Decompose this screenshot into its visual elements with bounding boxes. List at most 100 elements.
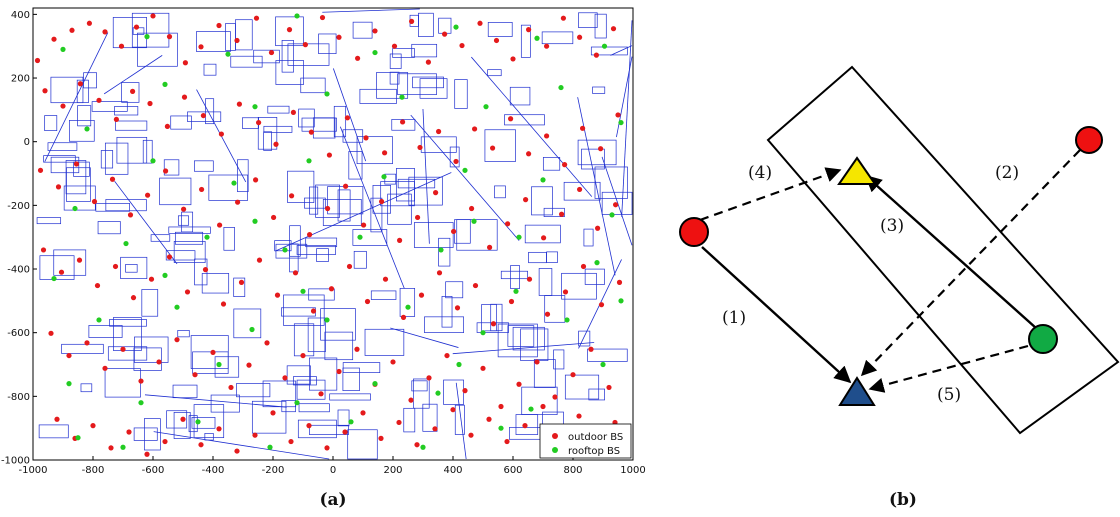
rooftop-bs-point	[294, 400, 300, 406]
outdoor-bs-point	[182, 60, 188, 66]
street-block	[541, 31, 574, 45]
street-block	[166, 410, 188, 429]
street-block	[95, 203, 130, 212]
street-block	[133, 347, 162, 371]
street-block	[337, 409, 350, 427]
outdoor-bs-point	[302, 42, 308, 48]
street-block	[504, 114, 545, 126]
outdoor-bs-point	[560, 15, 567, 21]
rooftop-bs-point	[456, 361, 462, 368]
rooftop-bs-point	[534, 35, 540, 41]
street-block	[134, 336, 169, 363]
outdoor-bs-point	[217, 222, 223, 228]
outdoor-bs-point	[400, 119, 406, 125]
street-block	[590, 46, 628, 56]
street-block	[114, 106, 139, 116]
rooftop-bs-point	[174, 304, 180, 310]
street-block	[584, 268, 605, 285]
rooftop-bs-point	[405, 304, 411, 310]
street-block	[177, 330, 190, 338]
outdoor-bs-point	[442, 31, 448, 37]
outdoor-bs-point	[508, 298, 515, 305]
outdoor-bs-point	[444, 352, 450, 359]
street-block	[413, 222, 454, 248]
street-block	[236, 383, 271, 398]
street-block	[329, 393, 371, 401]
outdoor-bs-point	[378, 435, 384, 441]
outdoor-bs-point	[48, 330, 54, 336]
street-line	[455, 382, 467, 460]
outdoor-bs-point	[199, 186, 205, 193]
outdoor-bs-point	[73, 161, 80, 167]
street-block	[564, 374, 600, 400]
rooftop-bs-point	[204, 234, 210, 240]
outdoor-bs-point	[593, 52, 600, 58]
link-label-3: (3)	[880, 216, 904, 236]
link-label-2: (2)	[995, 163, 1019, 183]
street-block	[403, 407, 416, 433]
x-tick-label: 0	[330, 465, 336, 476]
x-tick-label: -400	[202, 465, 225, 476]
outdoor-bs-point	[433, 190, 439, 196]
street-block	[177, 215, 189, 226]
rooftop-bs-point	[438, 247, 444, 253]
street-block	[131, 12, 170, 48]
street-block	[364, 328, 405, 356]
street-block	[137, 32, 178, 67]
street-block	[286, 365, 311, 385]
outdoor-bs-point	[273, 141, 279, 147]
street-line	[144, 394, 287, 408]
outdoor-bs-point	[541, 235, 547, 241]
outdoor-bs-point	[468, 432, 474, 438]
rooftop-bs-point	[528, 406, 534, 412]
y-tick-label: -200	[7, 201, 30, 212]
outdoor-bs-point	[480, 365, 486, 371]
outdoor-bs-point	[325, 205, 331, 212]
outdoor-bs-point	[34, 57, 41, 64]
rooftop-bs-point	[138, 400, 144, 406]
street-block	[76, 79, 89, 103]
outdoor-bs-point	[102, 365, 108, 371]
y-tick-label: -1000	[1, 456, 30, 467]
outdoor-bs-point	[289, 193, 295, 199]
street-block	[80, 383, 93, 393]
street-line	[422, 108, 430, 244]
street-block	[577, 139, 617, 166]
street-block	[484, 129, 516, 162]
street-block	[561, 272, 597, 300]
outdoor-bs-point	[360, 410, 366, 416]
outdoor-bs-point	[490, 321, 497, 327]
street-block	[309, 357, 338, 391]
street-block	[542, 157, 561, 171]
outdoor-bs-point	[487, 244, 493, 250]
rooftop-bs-point	[618, 119, 624, 126]
outdoor-bs-point	[319, 14, 326, 21]
outdoor-bs-point	[355, 55, 361, 61]
street-block	[494, 185, 506, 199]
rooftop-bs-point	[282, 247, 288, 253]
outdoor-bs-point	[544, 311, 551, 317]
street-block	[445, 281, 464, 299]
outdoor-bs-point	[415, 214, 421, 221]
street-block	[588, 388, 605, 401]
rooftop-bs-point	[300, 288, 306, 294]
street-block	[594, 13, 607, 39]
street-block	[63, 185, 96, 211]
outdoor-bs-point	[166, 254, 173, 260]
outdoor-bs-point	[379, 198, 385, 205]
outdoor-bs-point	[306, 423, 312, 429]
outdoor-bs-point	[576, 413, 582, 419]
outdoor-bs-point	[534, 359, 540, 365]
link-label-5: (5)	[937, 385, 961, 405]
outdoor-bs-point	[522, 423, 528, 429]
rooftop-bs-point	[513, 288, 519, 294]
street-block	[107, 346, 148, 361]
street-block	[281, 400, 296, 413]
street-block	[301, 117, 337, 132]
street-block	[420, 136, 457, 153]
outdoor-bs-point	[235, 199, 241, 205]
street-block	[481, 304, 497, 332]
street-block	[141, 289, 159, 317]
outdoor-bs-point	[432, 426, 438, 432]
street-block	[413, 378, 430, 409]
